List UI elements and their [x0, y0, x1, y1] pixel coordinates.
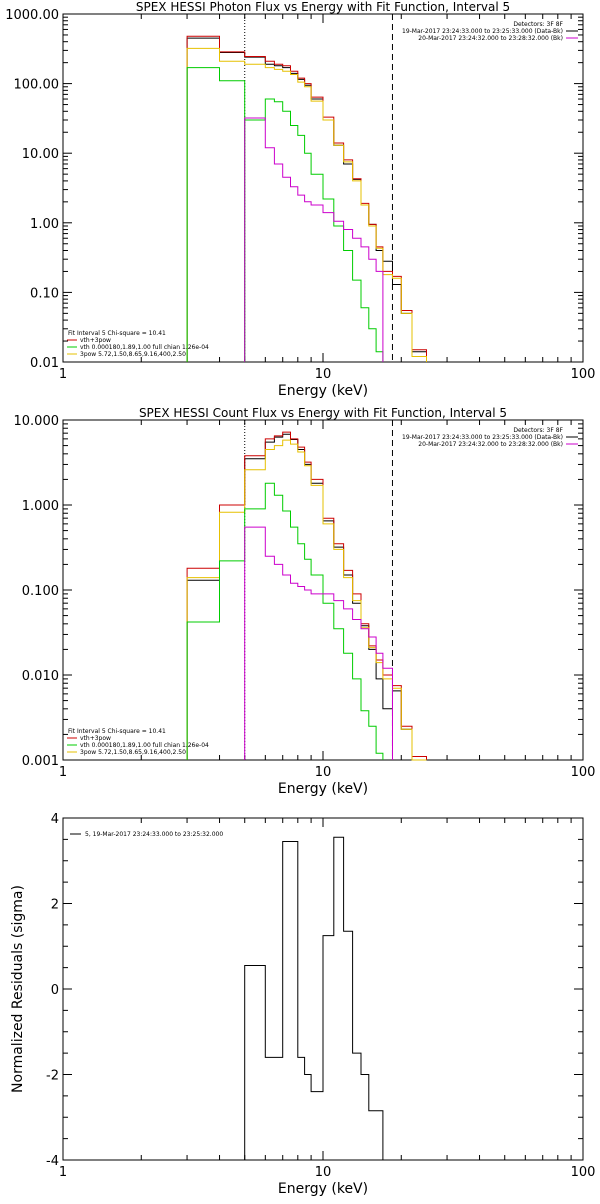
y-tick-label: 0.001	[22, 754, 59, 769]
series-step-line	[244, 117, 384, 362]
legend-entry: 19-Mar-2017 23:24:33.000 to 23:25:33.000…	[402, 434, 563, 441]
series-step-line	[244, 526, 393, 760]
legend-entry: 19-Mar-2017 23:24:33.000 to 23:25:33.000…	[402, 28, 563, 35]
y-tick-label: 0.10	[30, 286, 59, 301]
legend-entry: Fit Interval 5 Chi-square = 10.41	[68, 728, 166, 735]
series-step-line	[186, 47, 427, 362]
series-step-line	[186, 35, 427, 362]
x-tick-label: 10	[315, 1165, 332, 1180]
y-tick-label: 100.00	[14, 78, 60, 93]
legend-entry: vth 0.000180,1.89,1.00 full chian 1.26e-…	[80, 344, 209, 351]
legend-entry: vth+3pow	[80, 735, 111, 742]
x-tick-label: 10	[315, 765, 332, 780]
y-tick-label: 0	[51, 983, 59, 998]
y-tick-label: 1000.00	[5, 8, 59, 23]
y-tick-label: -2	[46, 1069, 59, 1084]
x-tick-label: 100	[571, 1165, 596, 1180]
legend-entry: 3pow 5.72,1.50,8.65,9.16,400,2.50	[80, 351, 186, 358]
x-tick-label: 100	[571, 367, 596, 382]
chart-title: SPEX HESSI Count Flux vs Energy with Fit…	[139, 406, 507, 420]
series-step-line	[186, 439, 427, 761]
series-step-line	[186, 67, 246, 362]
y-axis-label: Normalized Residuals (sigma)	[10, 885, 26, 1093]
series-step-line	[186, 431, 427, 760]
x-tick-label: 10	[315, 367, 332, 382]
legend-entry: 5, 19-Mar-2017 23:24:33.000 to 23:25:32.…	[85, 831, 223, 838]
y-tick-label: 0.010	[22, 669, 59, 684]
legend-entry: vth 0.000180,1.89,1.00 full chian 1.26e-…	[80, 742, 209, 749]
y-tick-label: 2	[51, 898, 59, 913]
legend-entry: 20-Mar-2017 23:24:32.000 to 23:28:32.000…	[418, 441, 563, 448]
x-tick-label: 100	[571, 765, 596, 780]
y-tick-label: 0.100	[22, 584, 59, 599]
x-tick-label: 1	[59, 765, 67, 780]
x-tick-label: 1	[59, 1165, 67, 1180]
y-tick-label: 0.01	[30, 356, 59, 371]
series-step-line	[244, 98, 384, 362]
y-tick-label: 10.00	[22, 147, 59, 162]
legend-entry: vth+3pow	[80, 337, 111, 344]
y-tick-label: -4	[46, 1154, 59, 1169]
series-step-line	[186, 433, 427, 761]
legend-entry: 20-Mar-2017 23:24:32.000 to 23:28:32.000…	[418, 35, 563, 42]
series-step-line	[244, 836, 393, 1161]
legend-entry: Detectors: 3F 8F	[513, 21, 563, 28]
y-tick-label: 10.000	[14, 414, 60, 429]
y-tick-label: 1.000	[22, 499, 59, 514]
x-axis-label: Energy (keV)	[278, 1181, 368, 1197]
series-step-line	[186, 482, 384, 760]
x-tick-label: 1	[59, 367, 67, 382]
x-axis-label: Energy (keV)	[278, 781, 368, 797]
legend-entry: Detectors: 3F 8F	[513, 427, 563, 434]
x-axis-label: Energy (keV)	[278, 383, 368, 399]
legend-entry: 3pow 5.72,1.50,8.65,9.16,400,2.50	[80, 749, 186, 756]
chart-title: SPEX HESSI Photon Flux vs Energy with Fi…	[136, 0, 510, 14]
legend-entry: Fit Interval 5 Chi-square = 10.41	[68, 330, 166, 337]
y-tick-label: 1.00	[30, 217, 59, 232]
y-tick-label: 4	[51, 812, 59, 827]
